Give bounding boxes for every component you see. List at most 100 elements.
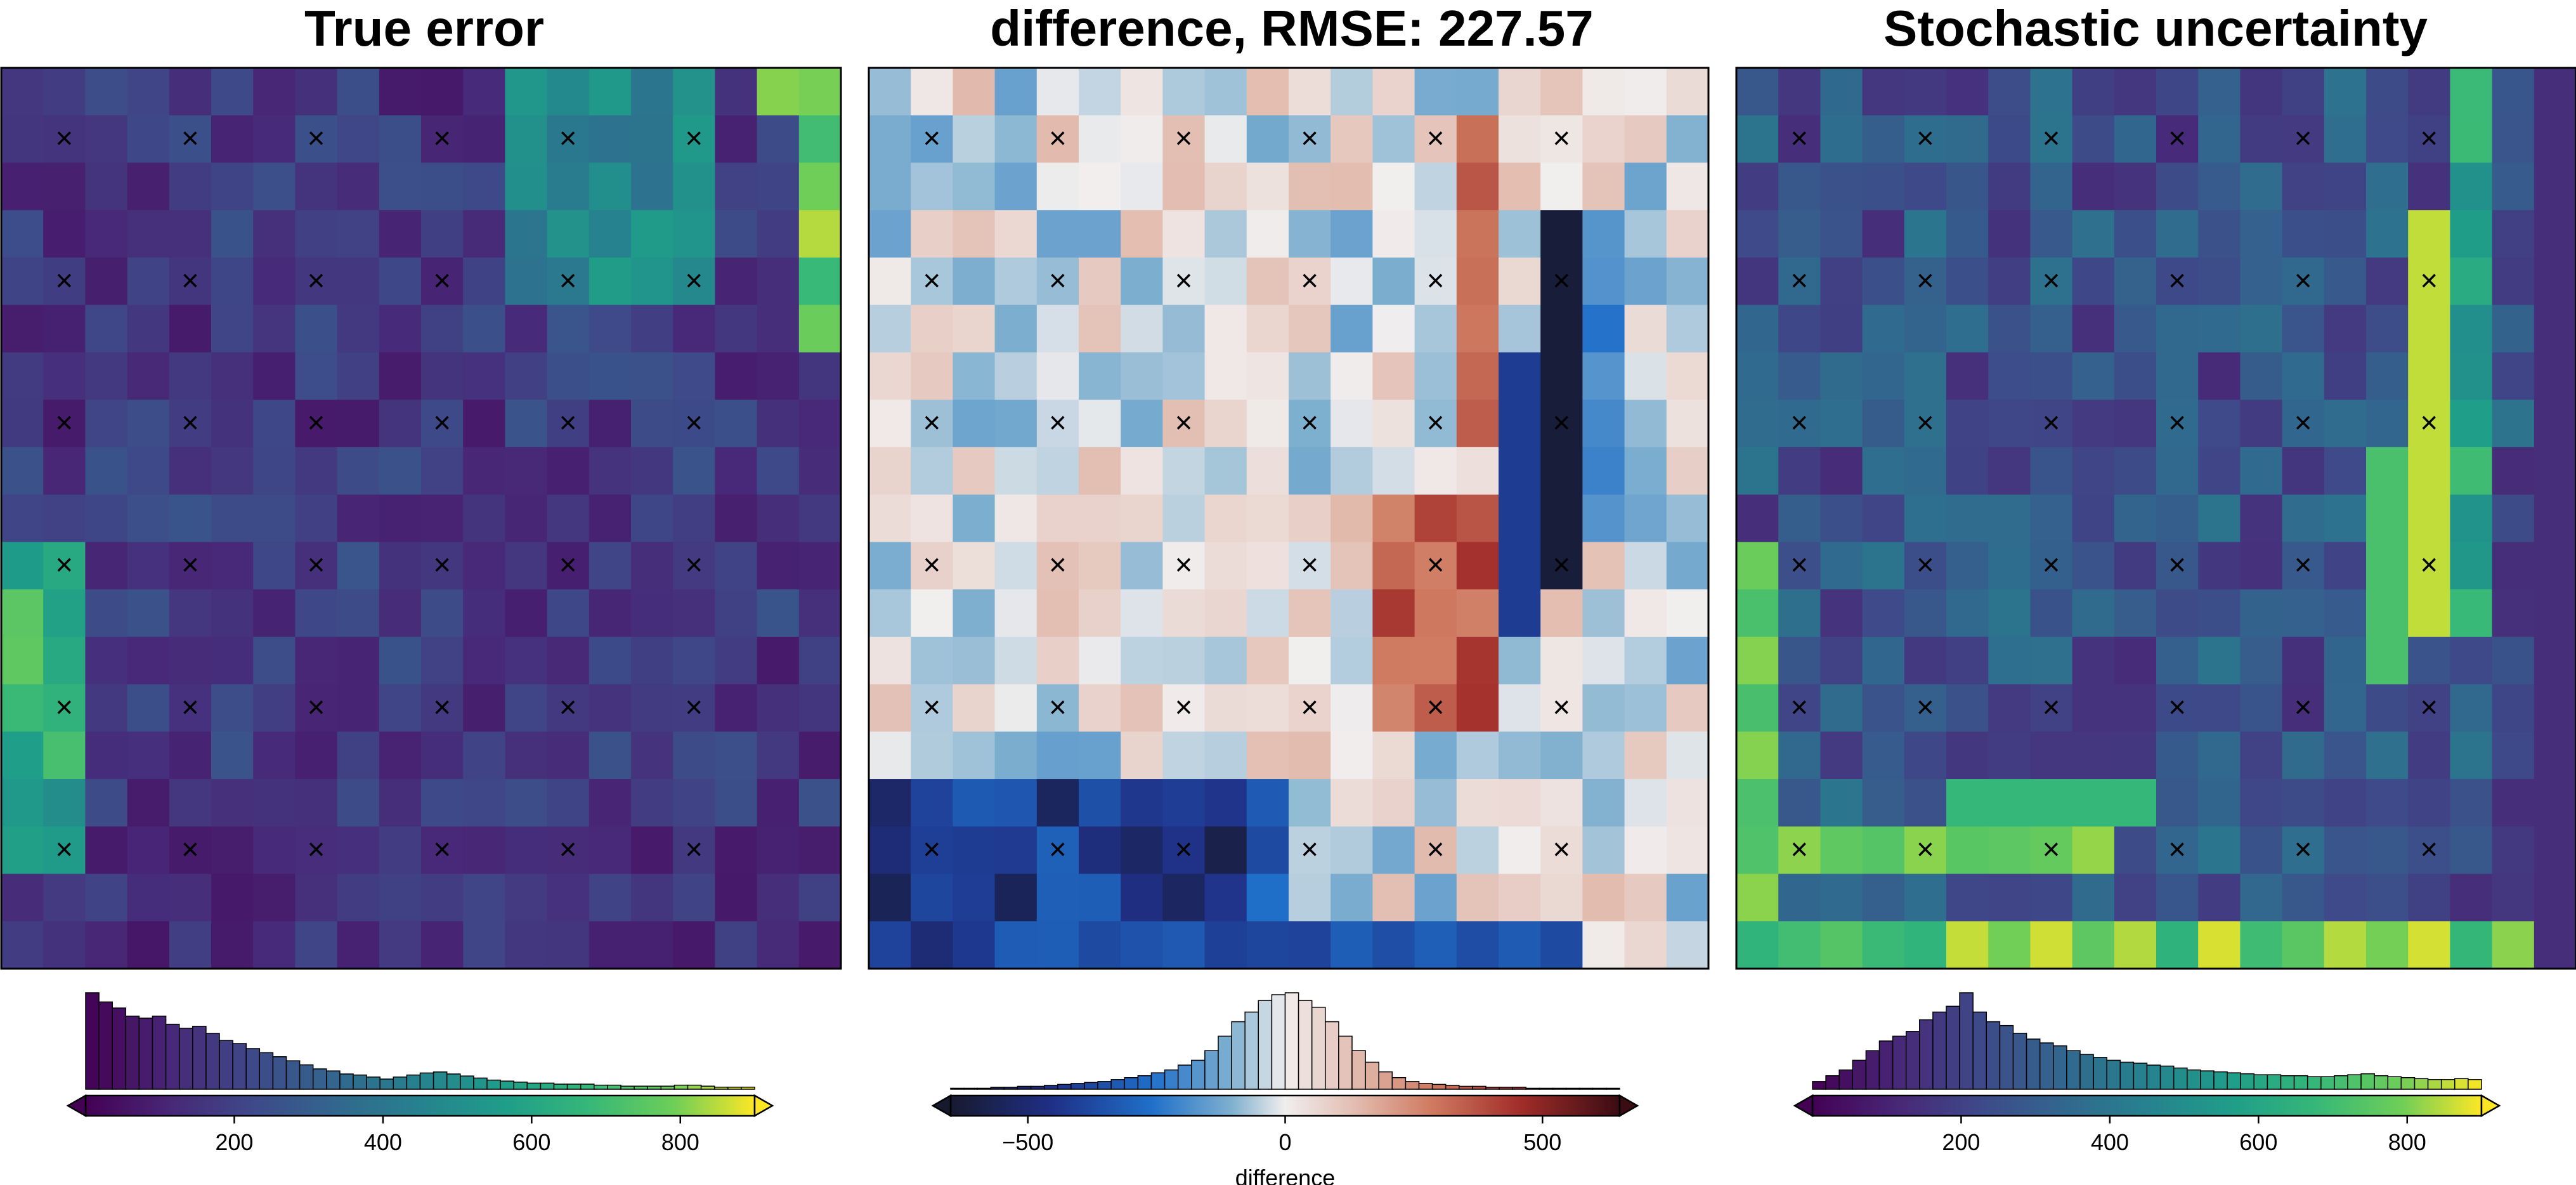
heatmap-cell [2408, 257, 2450, 306]
heatmap-cell [337, 447, 380, 495]
heatmap-cell [1582, 779, 1625, 827]
heatmap-cell [1289, 542, 1331, 590]
heatmap-cell [43, 684, 86, 732]
heatmap-cell [673, 826, 715, 875]
sample-marker: × [1301, 549, 1318, 582]
heatmap-cell [911, 779, 953, 827]
heatmap-cell [547, 684, 590, 732]
heatmap-cell [757, 636, 800, 685]
heatmap-cell [1499, 589, 1541, 638]
heatmap-cell [1036, 162, 1079, 211]
heatmap-cell [2072, 589, 2115, 638]
heatmap-cell [715, 400, 758, 448]
heatmap-cell [994, 636, 1038, 685]
heatmap-cell [1904, 826, 1947, 875]
heatmap-cell [253, 162, 296, 211]
heatmap-cell [127, 684, 170, 732]
histogram-bar [2159, 1065, 2175, 1090]
heatmap-cell [1414, 162, 1457, 211]
heatmap-cell [421, 826, 464, 875]
histogram-bar [1231, 1021, 1246, 1090]
sample-marker: × [923, 407, 940, 440]
colorbar-tick-label: 800 [2388, 1129, 2426, 1155]
heatmap-cell [1414, 779, 1457, 827]
heatmap-cell [2450, 874, 2493, 922]
sample-marker: × [1552, 264, 1570, 298]
heatmap-cell [1036, 257, 1079, 306]
heatmap-cell [253, 257, 296, 306]
heatmap-cell [1456, 684, 1499, 732]
heatmap-cell [1121, 257, 1163, 306]
histogram-bar [433, 1071, 448, 1090]
heatmap-cell [2072, 921, 2115, 969]
heatmap-cell [1246, 257, 1289, 306]
heatmap-cell [911, 162, 953, 211]
heatmap-cell [2282, 494, 2325, 542]
histogram-bar [272, 1056, 287, 1090]
heatmap-cell [43, 826, 86, 875]
sample-marker: × [2294, 122, 2312, 155]
heatmap-cell [1540, 779, 1583, 827]
heatmap-cell [1666, 447, 1709, 495]
heatmap-cell [798, 352, 842, 400]
heatmap-cell [1, 304, 44, 353]
histogram-bar [1338, 1035, 1353, 1090]
heatmap-cell [1624, 542, 1667, 590]
heatmap-cell [2492, 494, 2535, 542]
heatmap-cell [127, 731, 170, 780]
heatmap-cell [2198, 542, 2241, 590]
histogram-bar [2053, 1045, 2067, 1090]
sample-marker: × [2294, 264, 2312, 298]
histogram-bar [513, 1082, 528, 1090]
heatmap-cell [2030, 874, 2073, 922]
heatmap-cell [2492, 115, 2535, 164]
heatmap-cell [757, 684, 800, 732]
histogram-bar [2306, 1076, 2322, 1090]
heatmap-cell [463, 210, 505, 258]
heatmap-cell [2366, 921, 2409, 969]
heatmap-cell [869, 447, 911, 495]
sample-marker: × [1916, 691, 1934, 724]
heatmap-cell [1330, 210, 1373, 258]
heatmap-cell [2240, 826, 2283, 875]
heatmap-cell [1820, 68, 1863, 116]
heatmap-cell [1778, 257, 1821, 306]
heatmap-cell [715, 352, 758, 400]
heatmap-cell [1862, 684, 1905, 732]
heatmap-cell [1079, 257, 1121, 306]
heatmap-cell [1778, 636, 1821, 685]
heatmap-cell [589, 684, 632, 732]
heatmap-cell [2408, 162, 2450, 211]
heatmap-cell [2408, 352, 2450, 400]
histogram-bar [1084, 1082, 1098, 1090]
heatmap-cell [547, 874, 590, 922]
heatmap-cell [547, 921, 590, 969]
heatmap-cell [547, 494, 590, 542]
heatmap-cell [2450, 494, 2493, 542]
heatmap-cell [211, 257, 254, 306]
colorbar-tick-label: −500 [1002, 1129, 1053, 1155]
heatmap-cell [547, 542, 590, 590]
heatmap-cell [1330, 921, 1373, 969]
histogram-bar [2320, 1076, 2335, 1090]
heatmap-cell [2534, 731, 2576, 780]
heatmap-cell [421, 447, 464, 495]
heatmap-cell [1372, 257, 1415, 306]
heatmap-cell [421, 162, 464, 211]
heatmap-cell [169, 447, 212, 495]
histogram-bar [353, 1074, 367, 1090]
heatmap-cell [1079, 68, 1121, 116]
sample-marker: × [307, 407, 325, 440]
sample-marker: × [1427, 122, 1445, 155]
histogram-bar [2468, 1079, 2482, 1090]
heatmap-cell [1862, 400, 1905, 448]
heatmap-cell [1246, 684, 1289, 732]
heatmap-cell [1372, 447, 1415, 495]
heatmap-cell [1499, 636, 1541, 685]
heatmap-cell [2072, 68, 2115, 116]
heatmap-cell [2030, 68, 2073, 116]
heatmap-cell [463, 684, 505, 732]
heatmap-cell [253, 826, 296, 875]
heatmap-cell [463, 400, 505, 448]
heatmap-cell [1666, 731, 1709, 780]
